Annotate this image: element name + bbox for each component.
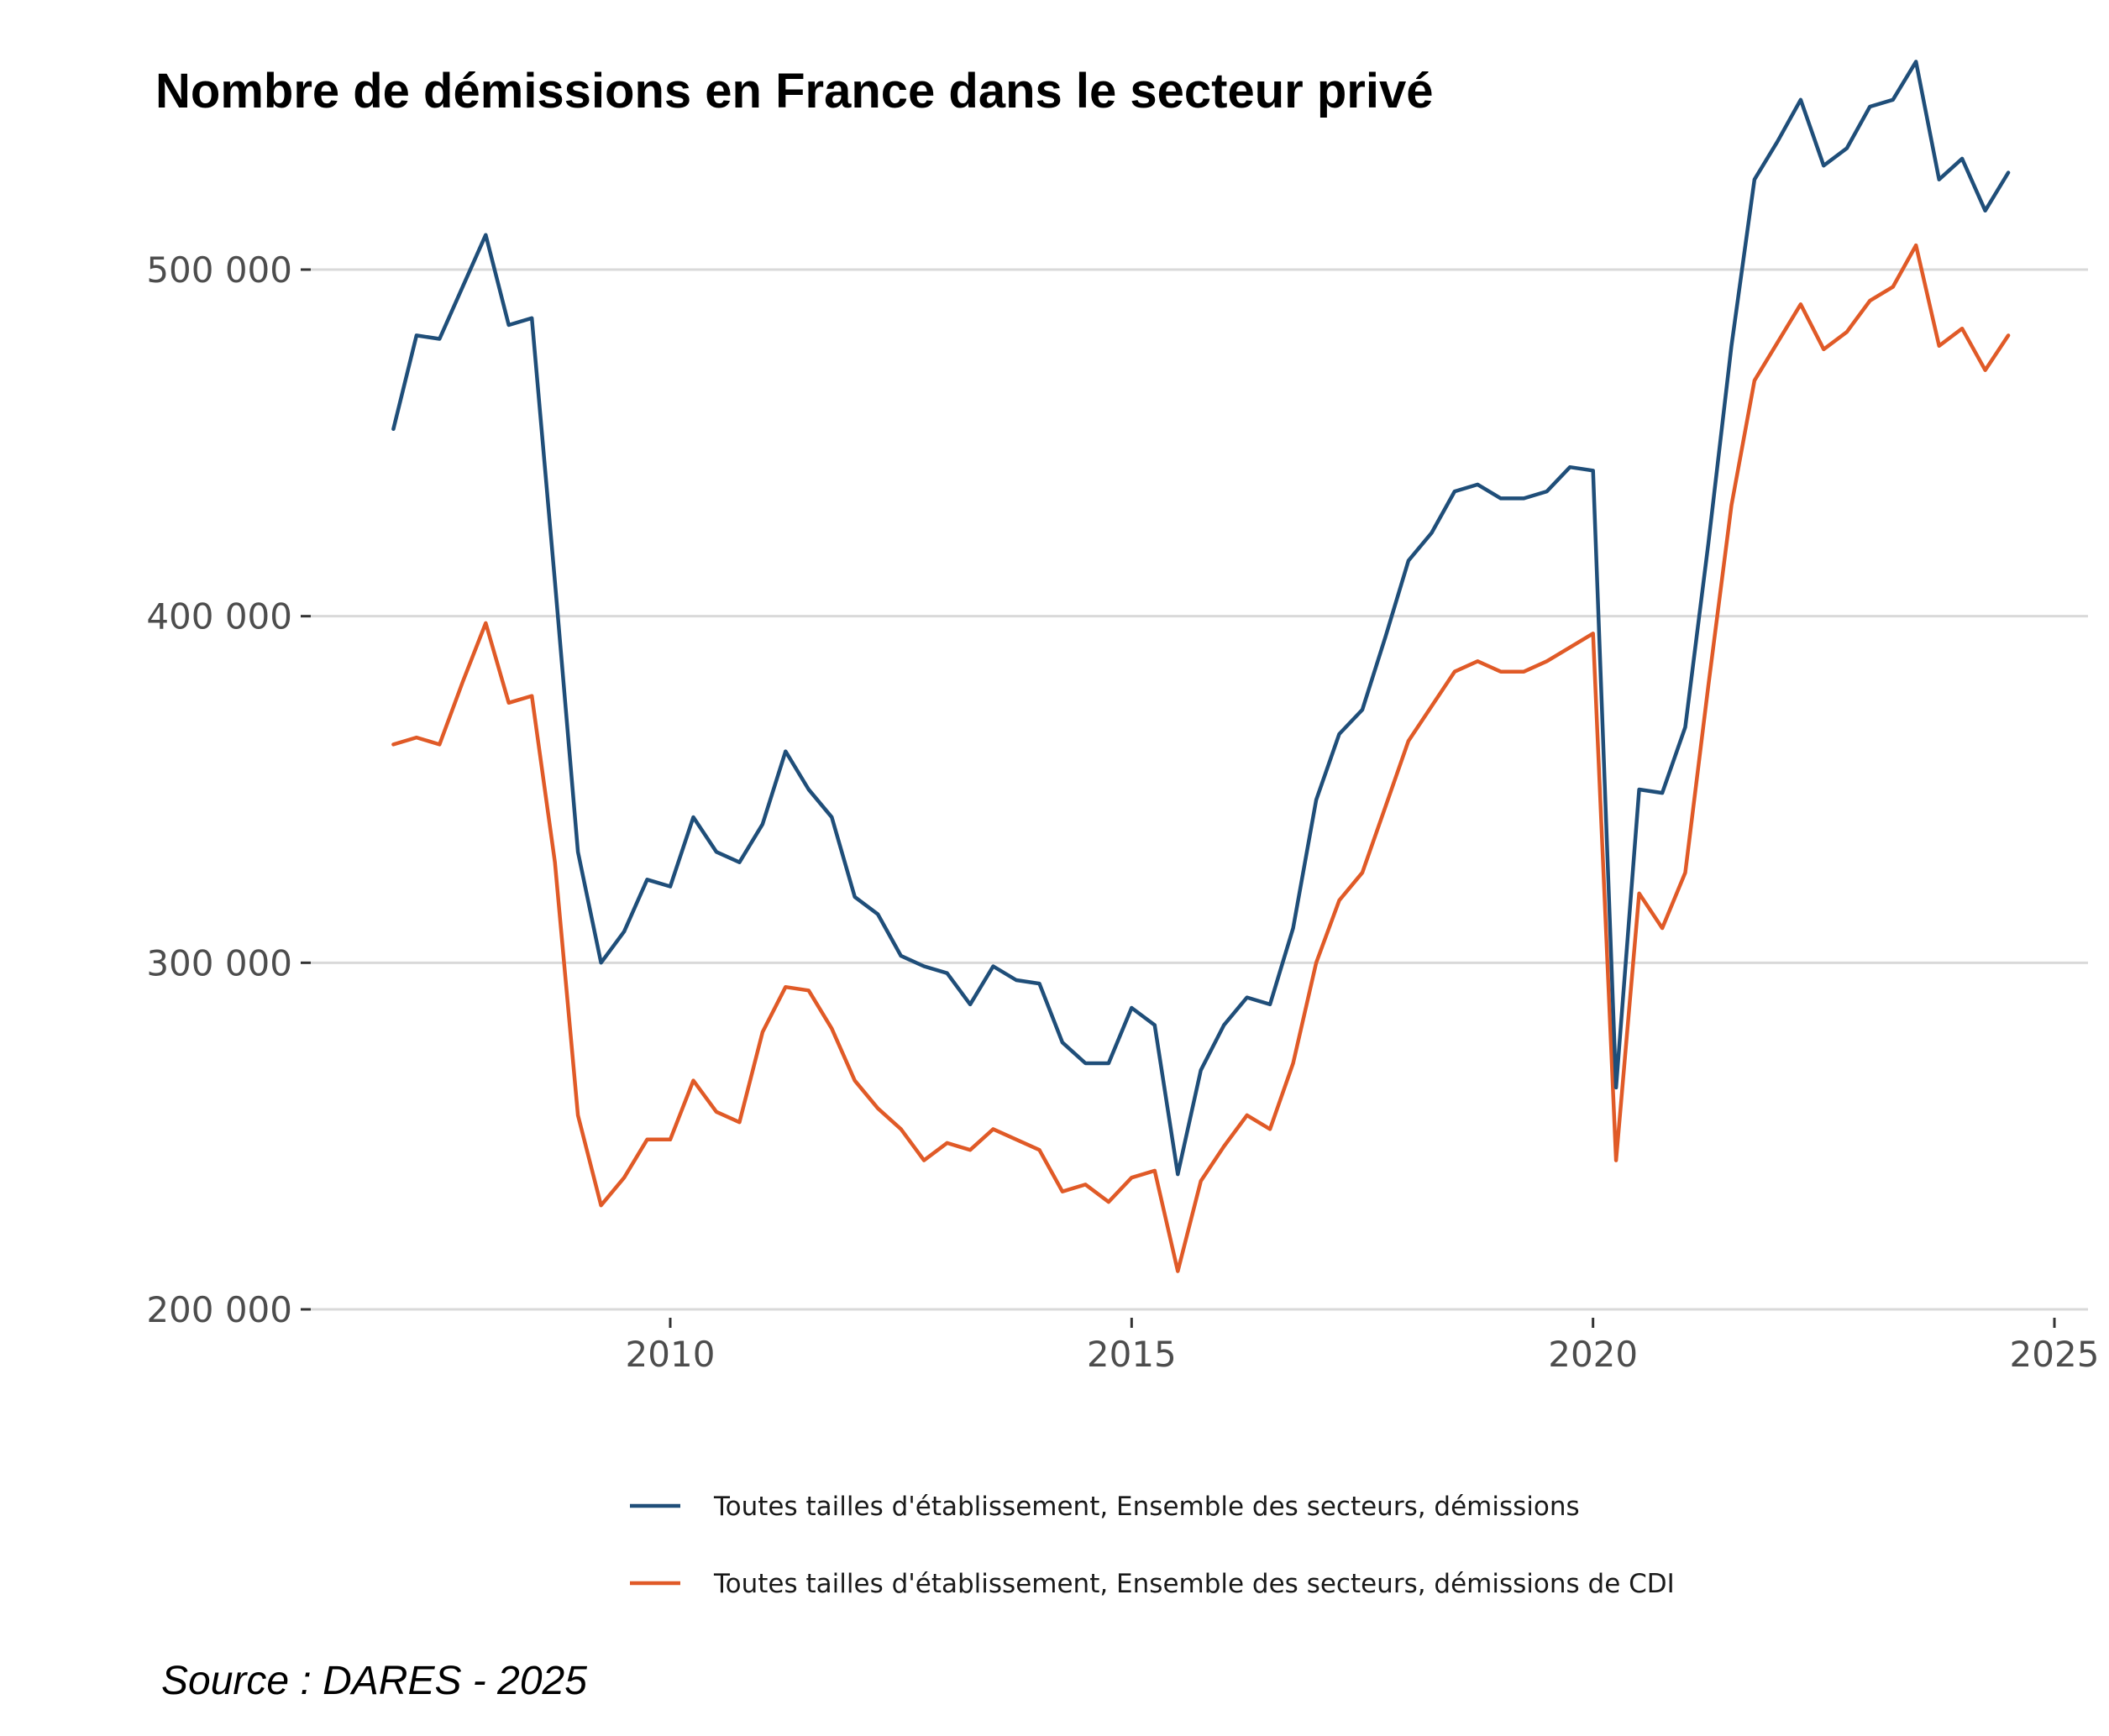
y-tick-label: 500 000 bbox=[146, 249, 292, 291]
x-tick-label: 2015 bbox=[1087, 1334, 1177, 1375]
y-tick-label: 300 000 bbox=[146, 942, 292, 983]
x-axis: 2010 2015 2020 2025 bbox=[626, 1318, 2100, 1375]
series-lines bbox=[391, 60, 2011, 1273]
x-tick-label: 2020 bbox=[1548, 1334, 1638, 1375]
legend: Toutes tailles d'établissement, Ensemble… bbox=[630, 1492, 1675, 1599]
series-line-demissions-cdi bbox=[391, 243, 2011, 1273]
y-axis-tick-labels: 200 000 300 000 400 000 500 000 bbox=[146, 249, 311, 1330]
legend-label-demissions: Toutes tailles d'établissement, Ensemble… bbox=[713, 1492, 1580, 1522]
gridlines bbox=[311, 268, 2088, 1311]
legend-label-demissions-cdi: Toutes tailles d'établissement, Ensemble… bbox=[713, 1569, 1675, 1599]
y-tick-label: 400 000 bbox=[146, 596, 292, 637]
y-tick-label: 200 000 bbox=[146, 1289, 292, 1330]
x-tick-label: 2025 bbox=[2010, 1334, 2100, 1375]
source-note: Source : DARES - 2025 bbox=[161, 1659, 587, 1703]
chart-title: Nombre de démissions en France dans le s… bbox=[155, 64, 1433, 118]
x-tick-label: 2010 bbox=[626, 1334, 716, 1375]
series-line-demissions bbox=[391, 60, 2011, 1177]
